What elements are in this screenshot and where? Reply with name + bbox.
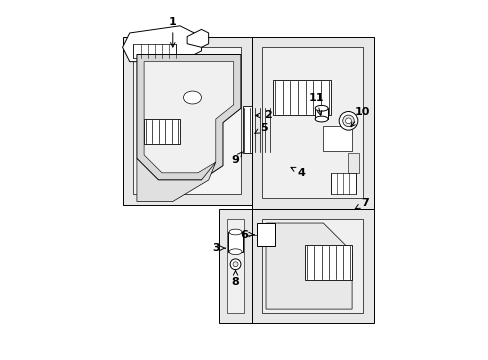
Text: 7: 7	[355, 198, 368, 209]
Ellipse shape	[230, 259, 241, 270]
Polygon shape	[144, 62, 233, 173]
Bar	[228, 232, 242, 252]
Bar	[323, 126, 351, 151]
Polygon shape	[133, 47, 241, 194]
Bar	[133, 44, 176, 58]
Bar	[348, 153, 359, 173]
Bar	[242, 107, 271, 153]
Polygon shape	[262, 47, 362, 198]
Text: 5: 5	[254, 123, 267, 133]
Bar	[258, 130, 276, 144]
Polygon shape	[137, 158, 215, 202]
Polygon shape	[265, 223, 351, 309]
Text: 2: 2	[255, 111, 271, 121]
Ellipse shape	[314, 105, 327, 111]
Polygon shape	[251, 37, 373, 209]
Polygon shape	[251, 209, 373, 323]
Text: 11: 11	[308, 93, 324, 115]
Bar	[330, 173, 355, 194]
Ellipse shape	[314, 116, 327, 122]
Ellipse shape	[345, 118, 351, 124]
Polygon shape	[219, 209, 251, 323]
Ellipse shape	[228, 249, 242, 255]
Text: 9: 9	[231, 152, 242, 165]
Bar	[314, 108, 327, 119]
Polygon shape	[187, 30, 208, 47]
Ellipse shape	[183, 91, 201, 104]
Bar	[265, 153, 287, 173]
Text: 4: 4	[290, 167, 305, 178]
Text: 8: 8	[231, 271, 239, 287]
Polygon shape	[226, 220, 244, 313]
Text: 10: 10	[350, 107, 370, 127]
Ellipse shape	[233, 262, 238, 267]
Polygon shape	[122, 26, 201, 62]
Text: 1: 1	[168, 17, 176, 47]
Bar	[273, 158, 280, 167]
Text: 6: 6	[240, 230, 253, 239]
Ellipse shape	[339, 112, 357, 130]
Polygon shape	[262, 220, 362, 313]
Text: 3: 3	[212, 243, 225, 253]
Bar	[273, 80, 330, 116]
Ellipse shape	[342, 115, 353, 127]
Bar	[305, 244, 351, 280]
Ellipse shape	[228, 229, 242, 235]
Polygon shape	[137, 54, 241, 180]
Polygon shape	[122, 37, 251, 205]
Bar	[144, 119, 180, 144]
Bar	[257, 223, 274, 246]
